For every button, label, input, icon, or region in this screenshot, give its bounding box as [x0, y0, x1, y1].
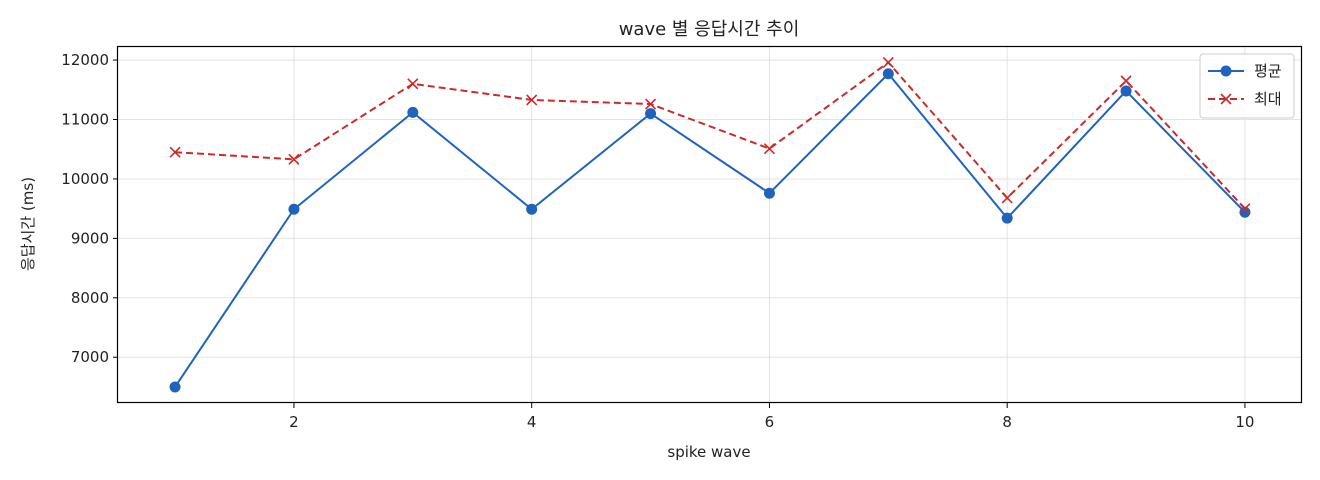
legend-label: 최대 — [1254, 90, 1282, 108]
data-point — [763, 187, 775, 199]
y-tick-label: 7000 — [71, 348, 109, 366]
data-point — [407, 106, 419, 118]
marker-stroke — [407, 78, 419, 90]
x-tick-label: 4 — [527, 413, 537, 431]
series-line — [175, 61, 1246, 210]
series-line — [174, 72, 1246, 388]
legend-marker — [1220, 65, 1232, 77]
x-axis-label: spike wave — [667, 443, 750, 461]
y-axis-label: 응답시간 (ms) — [19, 177, 37, 271]
legend-label: 평균 — [1254, 62, 1282, 80]
x-tick-label: 8 — [1002, 413, 1012, 431]
data-point — [1001, 212, 1013, 224]
x-tick-label: 10 — [1235, 413, 1254, 431]
data-point — [526, 203, 538, 215]
data-point — [1120, 85, 1132, 97]
data-point — [1239, 203, 1251, 215]
data-point — [526, 94, 538, 106]
data-point — [407, 78, 419, 90]
y-tick-label: 11000 — [61, 111, 109, 129]
y-tick-label: 12000 — [61, 51, 109, 69]
y-tick-label: 10000 — [61, 170, 109, 188]
data-point — [1120, 75, 1132, 87]
marker-stroke — [763, 143, 776, 155]
series-layer — [169, 56, 1251, 393]
x-tick-label: 6 — [765, 413, 775, 431]
marker-stroke — [644, 98, 657, 110]
legend-marker — [1220, 93, 1232, 105]
legend-item: 평균 — [1208, 62, 1282, 80]
marker-stroke — [1001, 192, 1013, 204]
y-tick-label: 9000 — [71, 229, 109, 247]
data-point — [645, 108, 657, 120]
marker-stroke — [288, 153, 300, 165]
grid — [118, 47, 1302, 403]
x-tick-label: 2 — [289, 413, 299, 431]
y-tick-label: 8000 — [71, 289, 109, 307]
series-1 — [169, 68, 1251, 393]
x-axis: 2 4 6 8 10 — [289, 403, 1254, 431]
data-point — [763, 143, 776, 155]
y-axis: 7000 8000 9000 10000 11000 12000 — [61, 51, 118, 366]
plot-frame — [116, 45, 1303, 404]
data-point — [1001, 192, 1013, 204]
data-point — [288, 203, 300, 215]
marker-stroke — [882, 56, 894, 69]
marker-stroke — [1120, 75, 1132, 87]
data-point — [169, 381, 181, 393]
legend-item: 최대 — [1208, 90, 1282, 108]
data-point — [644, 98, 657, 110]
marker-stroke — [1239, 203, 1251, 215]
data-point — [882, 56, 894, 69]
series-2 — [169, 56, 1251, 215]
marker-stroke — [1220, 93, 1232, 105]
data-point — [169, 146, 181, 158]
chart-title: wave 별 응답시간 추이 — [619, 19, 800, 40]
marker-stroke — [526, 94, 538, 106]
data-point — [882, 68, 894, 80]
marker-stroke — [169, 146, 181, 158]
data-point — [288, 153, 300, 165]
